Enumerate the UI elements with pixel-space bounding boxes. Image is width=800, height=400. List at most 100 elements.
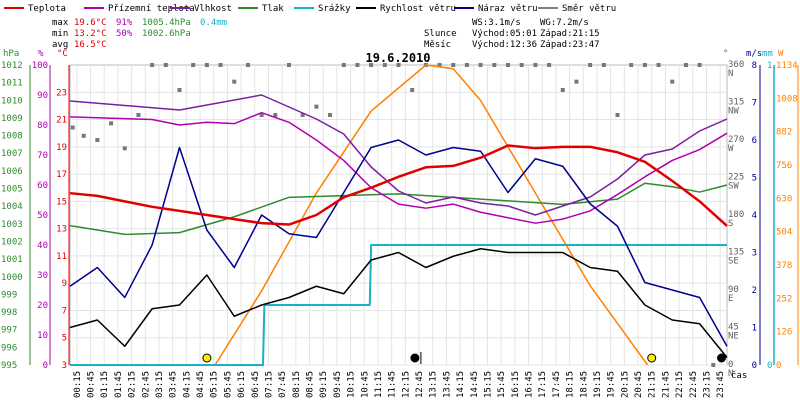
x-axis-unit: čas — [731, 370, 747, 381]
wind-direction-point — [711, 363, 716, 367]
x-tick-label: 08:45 — [306, 371, 316, 398]
x-tick-label: 01:45 — [114, 371, 124, 398]
wind-direction-point — [341, 63, 346, 67]
ms-tick-label: 0 — [752, 361, 757, 371]
x-tick-label: 22:15 — [675, 371, 685, 398]
precipitation-line — [70, 244, 727, 366]
moonrise-marker — [410, 353, 420, 363]
wind-direction-point — [218, 63, 223, 67]
moon-label: Měsíc — [424, 40, 451, 50]
humidity-tick-label: 90 — [37, 91, 48, 101]
dir-tick-compass: NE — [728, 332, 739, 342]
dir-tick-compass: E — [728, 294, 733, 304]
ms-tick-label: 6 — [752, 136, 757, 146]
stat-max-temp: 19.6°C — [74, 18, 107, 28]
x-tick-label: 11:45 — [388, 371, 398, 398]
wind-gust-max: WG:7.2m/s — [540, 18, 589, 28]
legend-label: Náraz větru — [478, 4, 538, 14]
hpa-tick-label: 997 — [1, 326, 17, 336]
wind-direction-point — [410, 88, 415, 92]
dir-tick-compass: S — [728, 219, 733, 229]
hpa-tick-label: 1001 — [1, 255, 23, 265]
x-tick-label: 13:45 — [442, 371, 452, 398]
legend-label: Tlak — [262, 4, 284, 14]
hpa-tick-label: 1003 — [1, 220, 23, 230]
wind-direction-point — [478, 63, 483, 67]
chart-series — [69, 63, 728, 367]
wind-direction-point — [191, 63, 196, 67]
chart-info: max 19.6°C 91% 1005.4hPa 0.4mm min 13.2°C 50% 10… — [52, 18, 600, 65]
x-tick-label: 09:15 — [319, 371, 329, 398]
dir-tick-compass: W — [728, 144, 734, 154]
x-tick-label: 11:15 — [374, 371, 384, 398]
legend-label: Srážky — [318, 4, 351, 14]
sunset-marker — [647, 353, 657, 363]
x-tick-label: 18:45 — [579, 371, 589, 398]
wm2-tick-label: 882 — [776, 128, 792, 138]
ms-tick-label: 8 — [752, 61, 757, 71]
hpa-tick-label: 996 — [1, 343, 17, 353]
humidity-tick-label: 40 — [37, 241, 48, 251]
temp-tick-label: 11 — [56, 252, 67, 262]
dir-tick-degree: 180 — [728, 210, 744, 220]
x-tick-label: 13:15 — [429, 371, 439, 398]
x-tick-label: 20:45 — [634, 371, 644, 398]
x-tick-label: 14:45 — [470, 371, 480, 398]
dir-tick-degree: 90 — [728, 285, 739, 295]
humidity-tick-label: 70 — [37, 151, 48, 161]
dir-tick-compass: N — [728, 369, 733, 379]
wind-direction-point — [451, 63, 456, 67]
wind-average: WS:3.1m/s — [472, 18, 521, 28]
ms-tick-label: 7 — [752, 99, 757, 109]
temp-tick-label: 5 — [62, 334, 67, 344]
wind-direction-point — [163, 63, 168, 67]
x-tick-label: 19:15 — [593, 371, 603, 398]
dir-tick-compass: NW — [728, 107, 739, 117]
x-tick-label: 10:15 — [347, 371, 357, 398]
stat-min-label: min — [52, 29, 68, 39]
hpa-tick-label: 1007 — [1, 149, 23, 159]
dir-axis-unit: ° — [723, 49, 728, 59]
hpa-tick-label: 1005 — [1, 185, 23, 195]
x-tick-label: 04:15 — [182, 371, 192, 398]
x-tick-label: 06:15 — [237, 371, 247, 398]
temperature-line — [69, 144, 728, 227]
x-tick-label: 19:45 — [607, 371, 617, 398]
ground-temperature-line — [69, 111, 728, 224]
x-tick-label: 10:45 — [360, 371, 370, 398]
wind-direction-point — [287, 63, 291, 67]
humidity-tick-label: 100 — [32, 61, 48, 71]
moonset-marker — [717, 353, 727, 363]
x-tick-label: 15:45 — [497, 371, 507, 398]
stat-avg-temp: 16.5°C — [74, 40, 107, 50]
moonset-time: Západ:23:47 — [540, 40, 600, 50]
dir-tick-degree: 225 — [728, 173, 744, 183]
dir-tick-compass: N — [728, 69, 733, 79]
stat-max-press: 1005.4hPa — [142, 18, 191, 28]
wind-direction-point — [95, 138, 100, 142]
chart-axes: 00:15 00:45 01:15 01:45 02:15 02:45 03:15 03:45… — [1, 49, 799, 398]
wind-direction-point — [81, 133, 86, 138]
wind-direction-point — [122, 146, 127, 151]
wm2-tick-label: 630 — [776, 194, 792, 204]
wind-direction-point — [656, 63, 661, 67]
wm2-tick-label: 378 — [776, 261, 792, 271]
chart-markers — [202, 352, 727, 364]
wind-direction-point — [615, 113, 620, 117]
wind-direction-point — [136, 113, 141, 117]
wind-direction-point — [109, 121, 114, 126]
x-tick-label: 17:15 — [538, 371, 548, 398]
humidity-tick-label: 50 — [37, 211, 48, 221]
hpa-tick-label: 1000 — [1, 273, 23, 283]
legend-label: Vlhkost — [194, 4, 232, 14]
wm2-tick-label: 1008 — [776, 94, 798, 104]
humidity-tick-label: 80 — [37, 121, 48, 131]
wind-direction-point — [204, 63, 209, 67]
temp-tick-label: 3 — [62, 361, 67, 371]
wm2-tick-label: 252 — [776, 294, 792, 304]
x-tick-label: 21:15 — [648, 371, 658, 398]
hpa-tick-label: 1006 — [1, 167, 23, 177]
wind-direction-point — [588, 63, 593, 67]
wind-direction-point — [547, 63, 552, 67]
chart-title: 19.6.2010 — [365, 51, 430, 65]
